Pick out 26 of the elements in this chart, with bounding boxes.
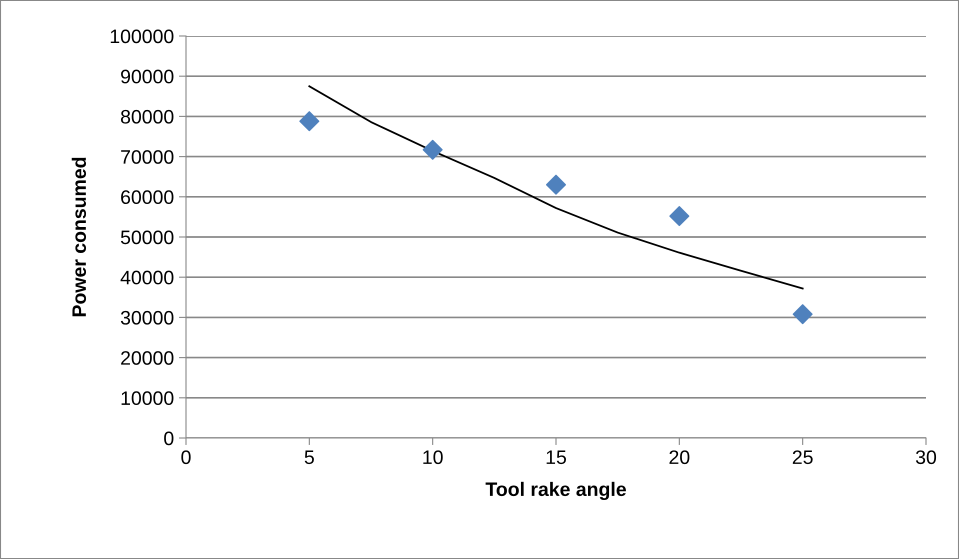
x-tick-label: 15	[546, 450, 566, 464]
y-tick-label: 10000	[122, 391, 174, 406]
x-tick-label: 25	[792, 450, 813, 464]
y-tick-label: 20000	[121, 351, 174, 365]
point	[299, 111, 320, 132]
y-tick-label: 70000	[121, 150, 174, 164]
y-tick-label: 60000	[121, 190, 174, 204]
x-axis-title: Tool rake angle	[486, 482, 626, 500]
x-tick-label: 20	[670, 450, 690, 464]
y-tick-label: 0	[164, 431, 174, 446]
y-tick-label: 40000	[120, 270, 174, 284]
x-tick-label: 0	[181, 450, 191, 464]
x-tick-label: 10	[423, 450, 443, 464]
point	[546, 174, 566, 195]
y-tick-label: 50000	[120, 230, 174, 244]
line-series	[308, 85, 804, 290]
point	[422, 140, 443, 160]
point	[792, 304, 813, 324]
point	[669, 206, 690, 226]
y-tick-label: 30000	[120, 310, 174, 325]
y-tick-label: 90000	[121, 70, 174, 84]
x-tick-label: 5	[304, 450, 314, 464]
x-tick-label: 30	[916, 450, 936, 464]
y-tick-label: 80000	[120, 110, 174, 124]
y-tick-label: 100000	[110, 29, 174, 44]
y-axis-title: Power consumed	[72, 158, 86, 316]
